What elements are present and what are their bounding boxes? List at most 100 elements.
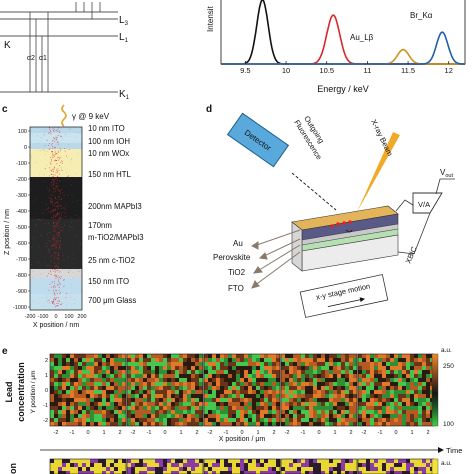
- z-tick-label: -800: [16, 273, 27, 279]
- map-x-tick: -1: [224, 430, 229, 436]
- layer-label: 25 nm c-TiO2: [88, 256, 135, 265]
- layer-band: [30, 269, 82, 278]
- x-ticks: -200 -100 0 100 200: [24, 314, 86, 320]
- map-x-tick: 2: [426, 430, 429, 436]
- map-x-tick: 2: [349, 430, 352, 436]
- x-tick-label: -200: [24, 314, 35, 320]
- stage-motion-box: x-y stage motion: [299, 274, 389, 318]
- vout-label: Vout: [440, 168, 453, 179]
- z-ticks: 100 0 -100 -200 -300 -400 -500 -600 -700 -800 -900…: [13, 129, 30, 311]
- level-l3-label: L3: [119, 15, 129, 27]
- detector-box: Detector: [226, 112, 290, 168]
- layer-label: 700 μm Glass: [88, 296, 136, 305]
- row-label-concentration: concentration: [16, 362, 26, 422]
- map-x-tick: -1: [147, 430, 152, 436]
- map-x-tick: 1: [102, 430, 105, 436]
- map-y-tick: -1: [43, 403, 48, 409]
- layer-label: 150 nm ITO: [88, 277, 129, 286]
- lead-maps: -2 -1 0 1 2 2 1 0 -1 -2 -2 -1 0 1 2 -2 -1 0 1 2 -2 -1 0 1 2 -2 -1 0…: [43, 353, 435, 436]
- layer-pointer-arrows: [251, 229, 301, 289]
- circuit-wire-bottom: [397, 212, 431, 255]
- map-x-tick: 2: [272, 430, 275, 436]
- map-x-tick: 1: [256, 430, 259, 436]
- spectrum-line-0: [221, 0, 465, 65]
- colorbar-bottom: 100: [443, 421, 454, 428]
- colorbar-unit: a.u.: [441, 347, 452, 354]
- panel-b: Intensit 9.5 10 10.5 11 11.5 12 Br_Kα Au_Lβ E…: [206, 0, 466, 94]
- alpha2-label: α2: [27, 55, 35, 62]
- next-map: [49, 458, 127, 474]
- vout-wire: [435, 178, 455, 195]
- xray-wave-icon: [61, 104, 67, 127]
- map-x-tick: 1: [179, 430, 182, 436]
- layer-stack: [30, 127, 82, 310]
- map-x-tick: -2: [208, 430, 213, 436]
- fluorescence-path: [291, 172, 337, 211]
- map-x-tick: 0: [163, 430, 166, 436]
- map-x-tick: -2: [285, 430, 290, 436]
- z-tick-label: -600: [16, 241, 27, 247]
- map-x-tick: 1: [410, 430, 413, 436]
- next-map: [203, 458, 281, 474]
- panel-d: d Detector Outgoing Fluorescence X-ray B…: [206, 104, 455, 318]
- lead-map: -2 -1 0 1 2: [280, 353, 358, 436]
- map-x-tick: 0: [240, 430, 243, 436]
- layer-label-fto: FTO: [228, 284, 244, 293]
- spectrum-tick-label: 9.5: [240, 66, 250, 75]
- next-colorbar-unit: a.u.: [441, 460, 452, 467]
- layer-label: 150 nm HTL: [88, 170, 132, 179]
- map-x-tick: -1: [70, 430, 75, 436]
- level-l1-label: L1: [119, 32, 129, 44]
- spectrum-tick-label: 12: [445, 66, 453, 75]
- layer-label-au: Au: [233, 239, 243, 248]
- layer-labels: 10 nm ITO 100 nm IOH 10 nm WOx 150 nm HTL 20…: [88, 124, 144, 305]
- transition-arrows: [29, 2, 101, 92]
- z-tick-label: -200: [16, 177, 27, 183]
- time-label: Time: [446, 446, 462, 455]
- spectrum-frame: [220, 0, 466, 65]
- lead-map: -2 -1 0 1 2: [126, 353, 204, 436]
- z-tick-label: 0: [24, 145, 27, 151]
- next-map: [280, 458, 358, 474]
- xray-beam: [357, 132, 400, 212]
- colorbar: [431, 353, 439, 427]
- alpha1-label: α1: [39, 55, 47, 62]
- x-tick-label: 0: [54, 314, 57, 320]
- lead-map: -2 -1 0 1 2: [203, 353, 281, 436]
- time-arrow-head: [438, 447, 444, 453]
- row-label-lead: Lead: [4, 381, 14, 402]
- spectrum-xlabel: Energy / keV: [317, 84, 369, 94]
- map-x-tick: 0: [394, 430, 397, 436]
- sample-stack: [291, 205, 399, 272]
- map-y-tick: -2: [43, 418, 48, 424]
- spectrum-tick-label: 11: [364, 66, 372, 75]
- layer-label: 170nm: [88, 221, 112, 230]
- photon-plume: [29, 126, 82, 308]
- level-k1-label: K1: [119, 89, 130, 101]
- z-tick-label: -400: [16, 209, 27, 215]
- next-row-label: on: [8, 463, 18, 474]
- z-tick-label: 100: [18, 129, 27, 135]
- map-x-tick: -2: [54, 430, 59, 436]
- layer-label: 200nm MAPbI3: [88, 202, 142, 211]
- layer-band: [30, 143, 82, 149]
- layer-label: 100 nm IOH: [88, 137, 130, 146]
- panel-letter-c: c: [2, 104, 8, 115]
- map-x-tick: 0: [317, 430, 320, 436]
- map-xlabel: X position / μm: [219, 436, 266, 443]
- z-tick-label: -500: [16, 225, 27, 231]
- spectrum-tick-label: 10.5: [319, 66, 334, 75]
- layer-label-perovskite: Perovskite: [213, 253, 251, 262]
- layer-band: [30, 133, 82, 143]
- next-row-maps: [49, 458, 435, 474]
- spectrum-ticks: 9.5 10 10.5 11 11.5 12: [240, 61, 453, 75]
- layer-band: [30, 278, 82, 294]
- layer-label: 10 nm ITO: [88, 124, 125, 133]
- spectrum-line-3: [221, 31, 465, 65]
- z-tick-label: -700: [16, 257, 27, 263]
- z-tick-label: -300: [16, 193, 27, 199]
- x-tick-label: 200: [77, 314, 86, 320]
- map-x-tick: -1: [378, 430, 383, 436]
- spectrum-curves: [221, 0, 465, 65]
